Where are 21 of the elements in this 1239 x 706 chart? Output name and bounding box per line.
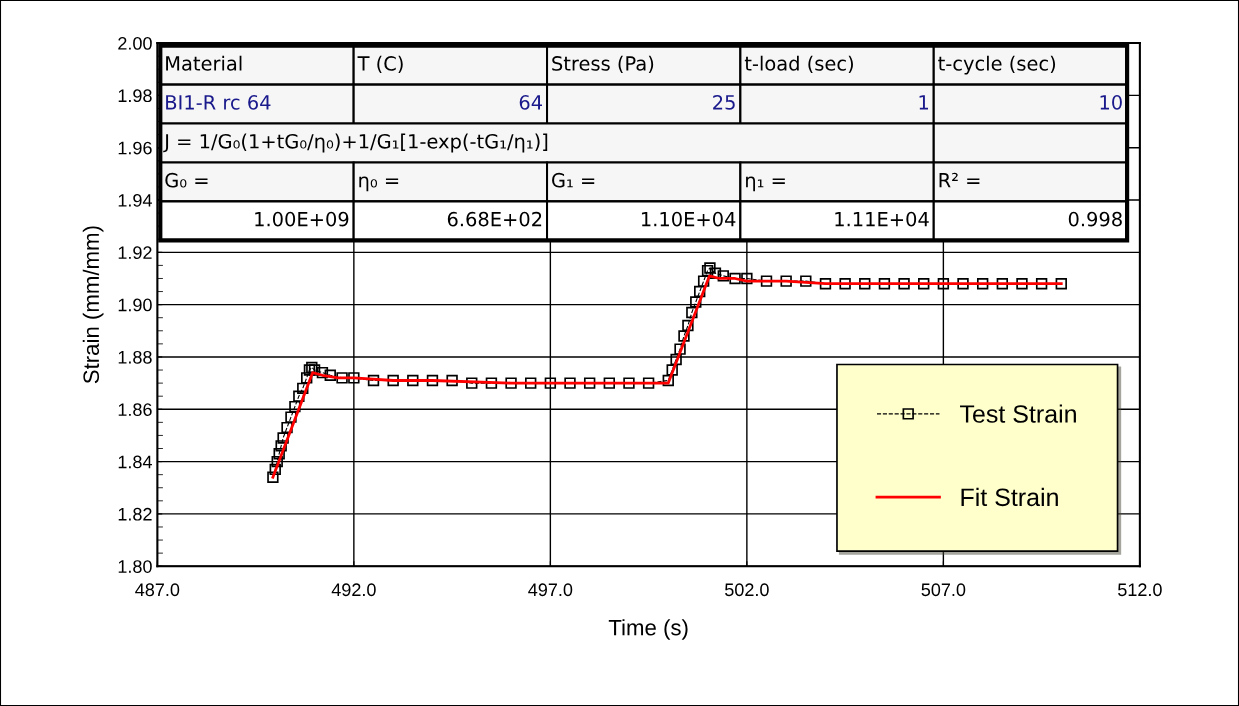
- x-tick-label: 507.0: [921, 583, 966, 597]
- y-tick-label: 1.80: [118, 560, 152, 573]
- y-tick-label: 1.82: [118, 507, 152, 521]
- x-tick-label: 512.0: [1118, 583, 1162, 597]
- y-tick-label: 1.86: [118, 403, 152, 416]
- x-tick-label: 487.0: [135, 583, 180, 597]
- y-tick-label: 1.84: [118, 455, 152, 469]
- x-tick-label: 502.0: [725, 583, 769, 597]
- legend-label: Fit Strain: [961, 487, 1058, 507]
- legend-label: Test Strain: [960, 404, 1076, 423]
- y-tick-label: 1.98: [118, 89, 152, 103]
- y-tick-label: 1.96: [118, 141, 152, 155]
- x-tick-label: 492.0: [331, 583, 376, 597]
- y-axis-title: Strain (mm/mm): [82, 226, 104, 384]
- y-tick-label: 1.90: [118, 298, 152, 312]
- y-tick-label: 1.92: [118, 246, 152, 260]
- y-tick-label: 2.00: [118, 37, 152, 50]
- x-tick-label: 497.0: [528, 583, 573, 597]
- x-axis-title: Time (s): [608, 619, 688, 640]
- y-tick-label: 1.94: [118, 193, 152, 207]
- y-tick-label: 1.88: [118, 350, 152, 364]
